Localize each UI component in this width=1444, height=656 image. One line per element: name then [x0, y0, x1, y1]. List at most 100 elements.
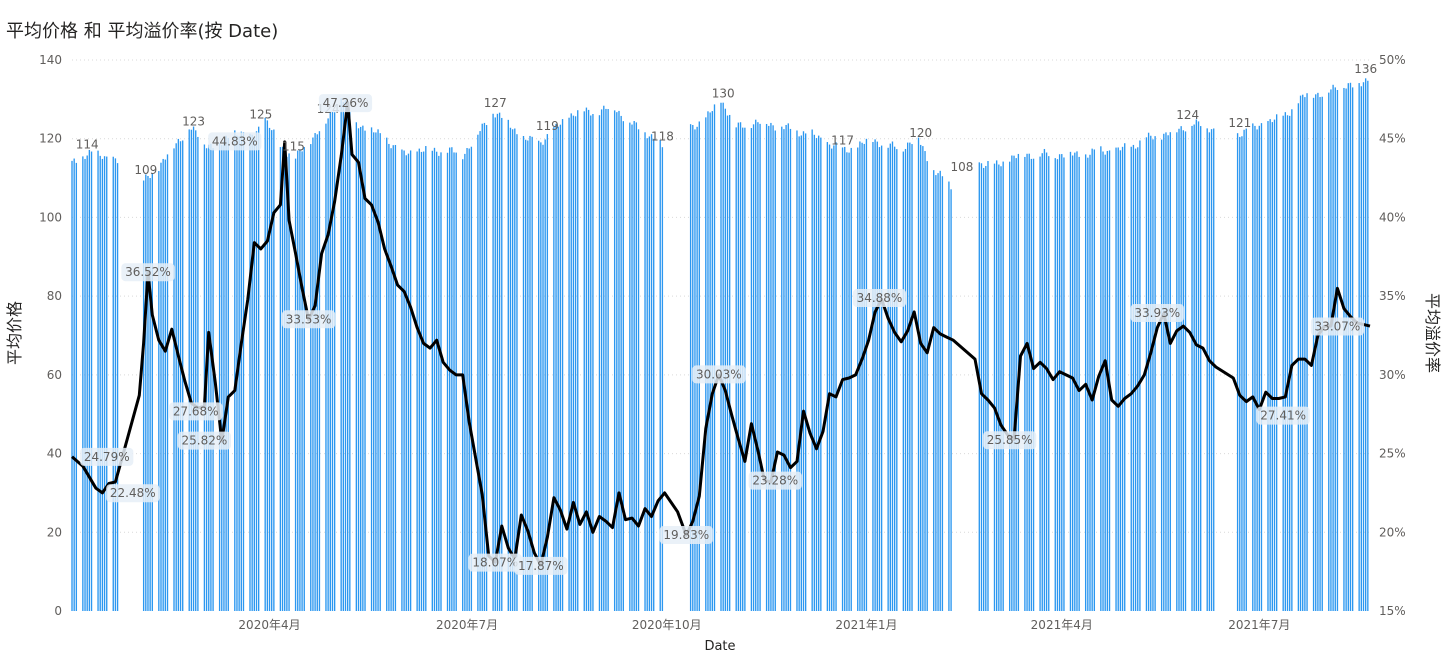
price-bar — [251, 134, 253, 612]
price-bar — [477, 134, 479, 611]
price-bar — [522, 136, 525, 611]
price-bar — [835, 142, 837, 612]
price-bar — [887, 147, 889, 611]
price-bar — [164, 159, 167, 611]
price-bar — [757, 122, 759, 611]
price-bar — [1000, 166, 1002, 611]
price-bar — [498, 112, 501, 612]
price-data-label: 117 — [831, 134, 854, 148]
price-bar — [1139, 140, 1141, 611]
price-bar — [453, 152, 455, 611]
price-bar — [1267, 121, 1269, 611]
price-data-label: 124 — [1176, 108, 1199, 122]
price-bar — [570, 113, 572, 611]
price-bar — [1367, 80, 1369, 611]
price-bar — [937, 173, 939, 611]
price-bar — [208, 144, 210, 611]
price-bar — [985, 165, 987, 611]
price-bar — [798, 136, 800, 611]
price-bar — [373, 132, 375, 611]
y-tick-label: 60 — [47, 368, 62, 382]
price-bar — [876, 141, 878, 611]
price-bar — [1063, 157, 1065, 611]
price-bar — [752, 124, 755, 611]
price-bar — [377, 129, 379, 611]
rate-data-label: 23.28% — [752, 474, 798, 488]
price-bar — [179, 141, 182, 611]
price-bar — [722, 102, 724, 612]
price-bar — [312, 137, 314, 611]
rate-label-background — [106, 484, 160, 503]
price-bar — [1117, 147, 1119, 611]
rate-data-label: 27.41% — [1260, 409, 1306, 423]
price-bar — [1115, 147, 1117, 611]
y-tick-label: 40 — [47, 447, 62, 461]
rate-label-background — [1310, 317, 1365, 336]
price-bar — [524, 139, 527, 611]
price-bar — [1028, 153, 1030, 611]
price-bar — [755, 119, 757, 611]
x-tick-label: 2020年4月 — [238, 618, 300, 632]
price-data-label: 108 — [950, 160, 973, 174]
x-tick-label: 2021年1月 — [835, 618, 897, 632]
price-bar — [1087, 157, 1089, 612]
price-bar — [284, 153, 286, 611]
y2-tick-label: 40% — [1379, 210, 1406, 224]
price-bar — [646, 138, 648, 611]
rate-label-background — [692, 365, 746, 384]
price-bar — [531, 136, 533, 612]
price-bar — [635, 122, 638, 612]
price-bar — [1137, 147, 1139, 612]
price-bar — [802, 131, 805, 611]
price-bar — [340, 98, 342, 611]
price-bar — [355, 122, 358, 611]
x-tick-label: 2021年4月 — [1031, 618, 1093, 632]
price-bar — [1030, 158, 1033, 611]
price-bar — [1260, 123, 1263, 612]
price-bar — [1282, 115, 1284, 611]
price-bar — [982, 167, 985, 611]
price-bar — [158, 170, 160, 612]
price-bar — [1269, 119, 1271, 612]
price-bar — [650, 134, 653, 611]
rate-label-background — [318, 94, 373, 113]
rate-label-background — [1130, 303, 1184, 322]
price-bar — [857, 147, 859, 611]
price-bar — [425, 146, 427, 611]
price-bar — [416, 151, 418, 612]
price-bar — [768, 125, 770, 612]
price-bar — [271, 130, 273, 612]
price-bar — [1154, 136, 1156, 611]
x-axis-title: Date — [704, 639, 735, 654]
price-bar — [850, 147, 852, 612]
price-bar — [142, 180, 145, 611]
price-bar — [813, 134, 816, 612]
price-bar — [1328, 92, 1330, 612]
price-bar — [1176, 132, 1178, 611]
price-bar — [622, 121, 624, 611]
price-bar — [82, 156, 84, 611]
price-bar — [1256, 129, 1258, 611]
price-bar — [360, 126, 362, 612]
price-bar — [705, 117, 707, 611]
price-bar — [1345, 88, 1347, 612]
price-bar — [212, 148, 214, 612]
price-bar — [1169, 132, 1171, 611]
price-bar — [101, 158, 104, 611]
price-bar — [1254, 125, 1256, 612]
price-bar — [1208, 132, 1211, 611]
price-bar — [440, 152, 442, 612]
price-bar — [1032, 158, 1035, 611]
price-bar — [1210, 129, 1213, 611]
price-bar — [501, 117, 503, 611]
price-bar — [103, 156, 106, 611]
y2-tick-label: 45% — [1379, 132, 1406, 146]
price-bar — [770, 122, 772, 612]
price-bar — [561, 119, 564, 611]
price-bar — [71, 160, 73, 611]
price-bar — [1330, 89, 1332, 612]
price-bar — [644, 132, 646, 612]
price-bar — [1275, 114, 1278, 612]
price-bar — [210, 143, 212, 611]
price-bar — [583, 111, 585, 611]
